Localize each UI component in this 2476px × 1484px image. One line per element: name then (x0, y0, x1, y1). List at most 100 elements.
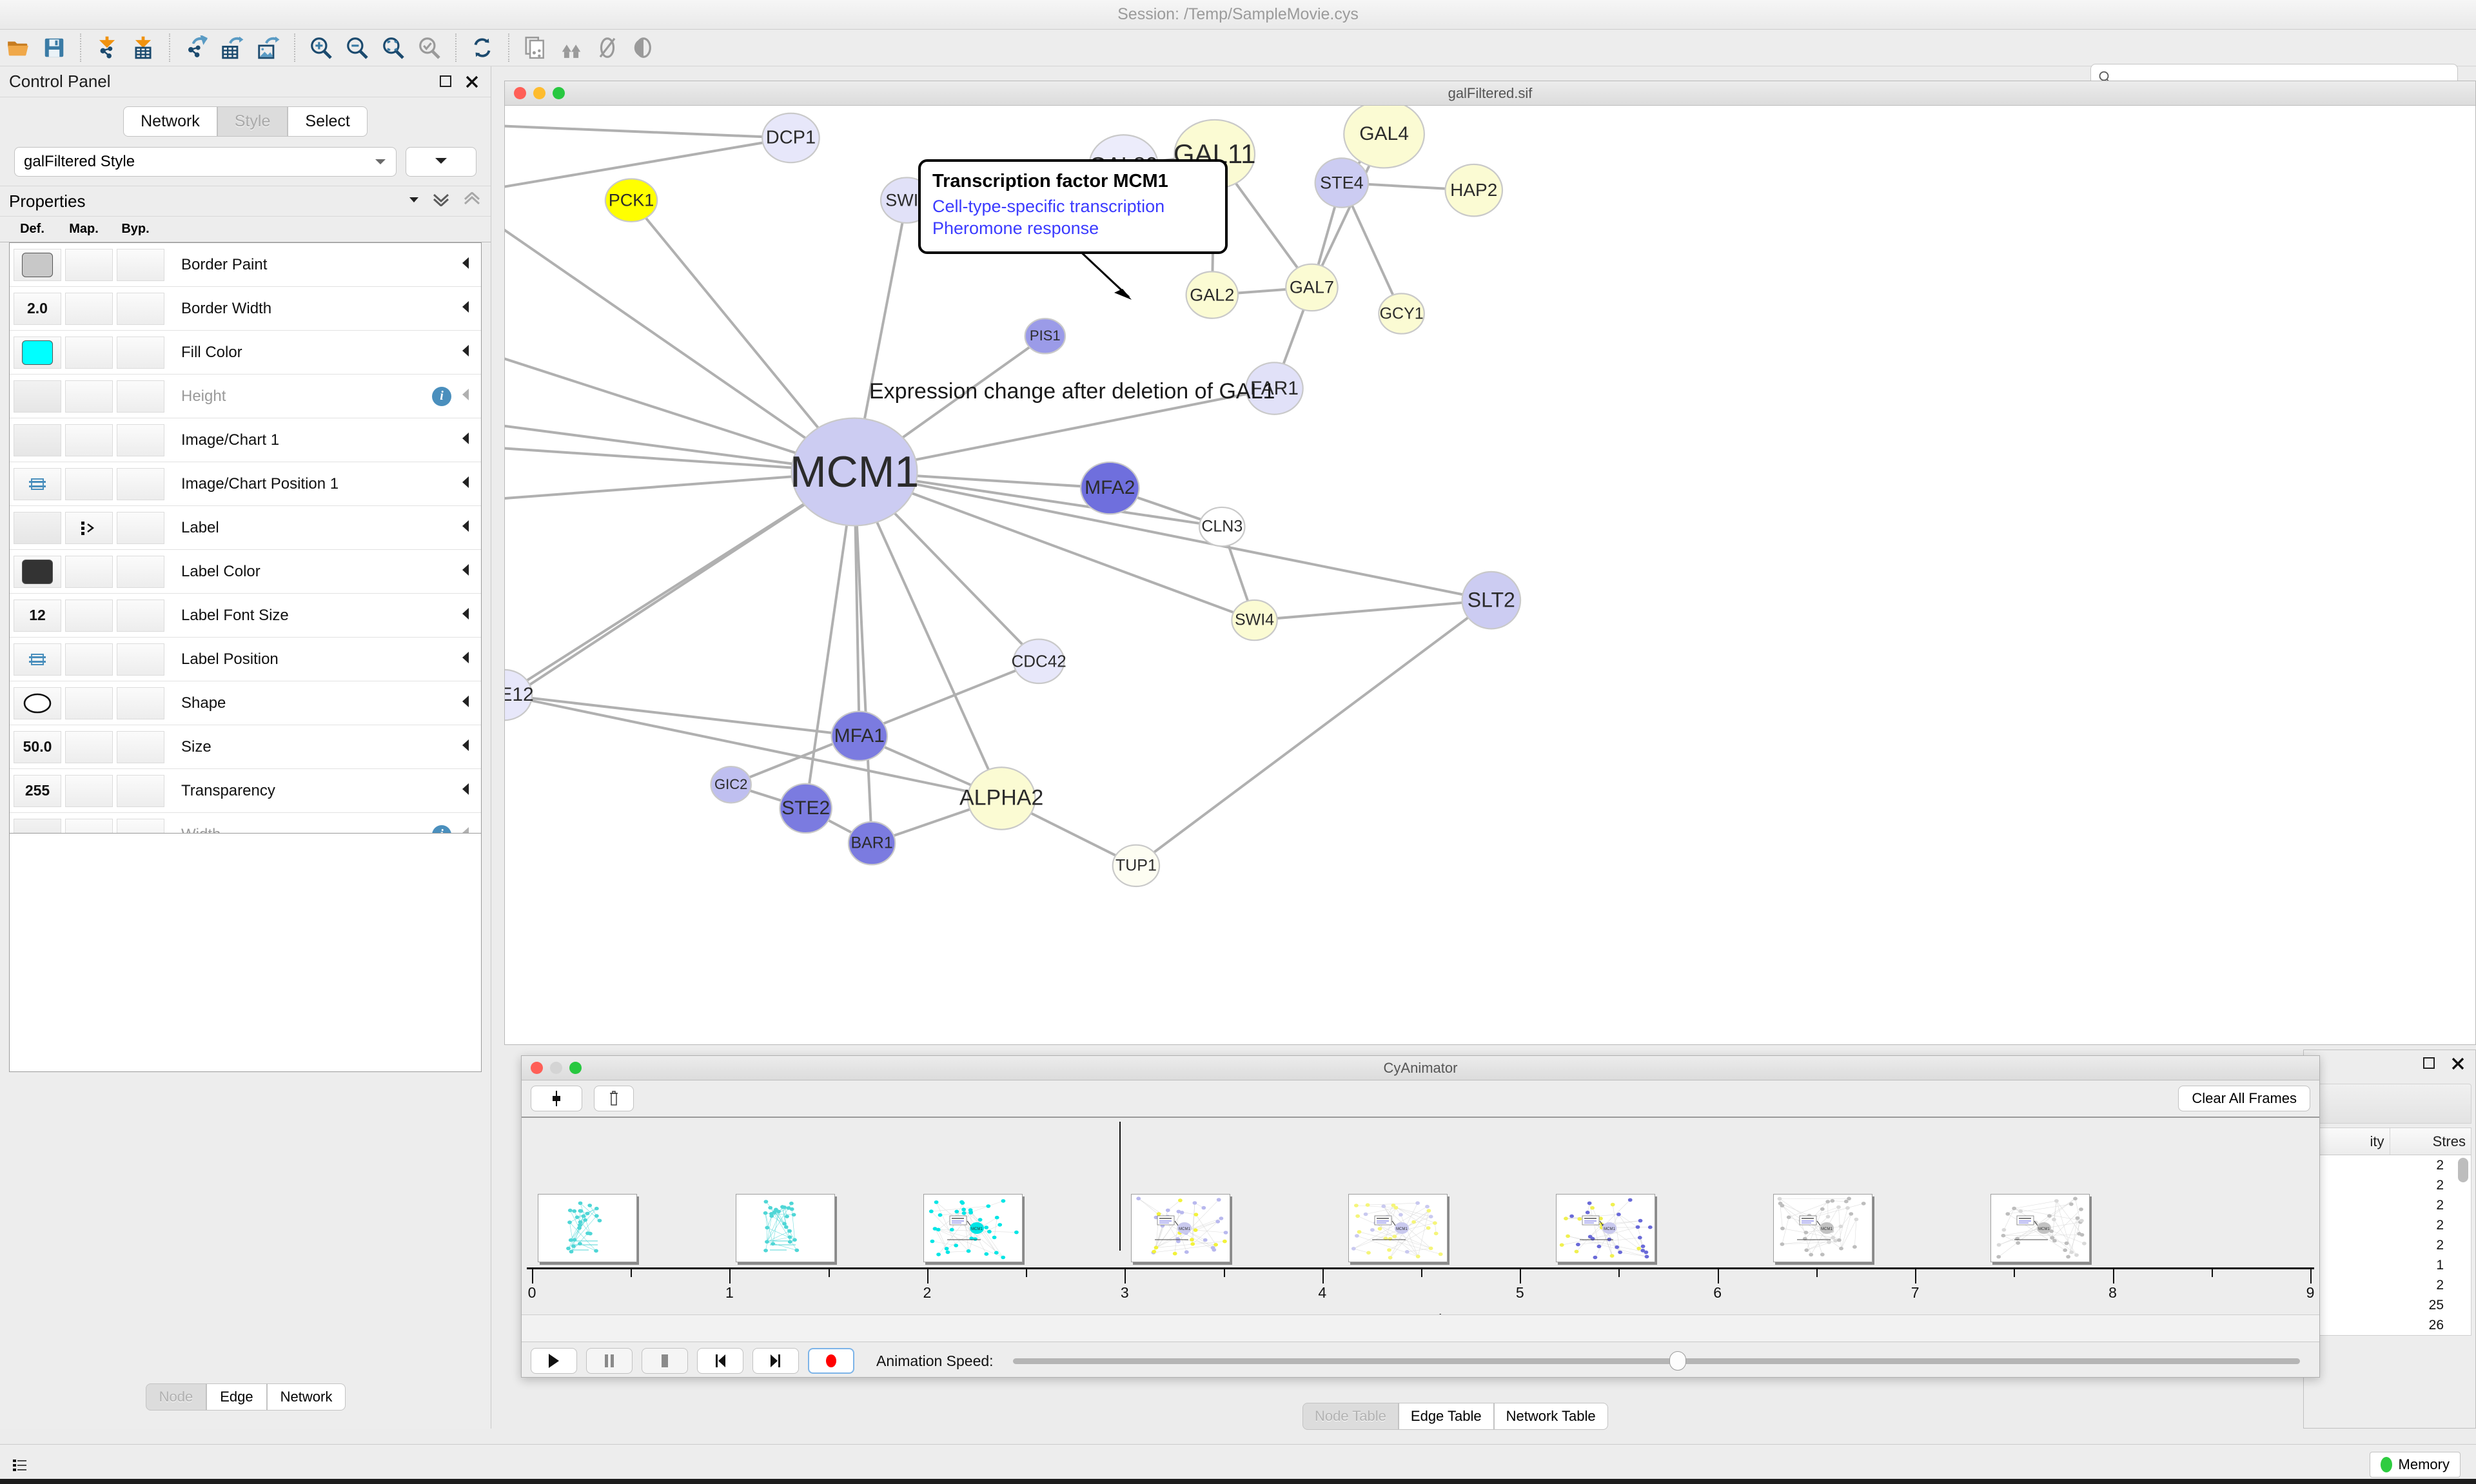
network-node[interactable] (761, 112, 820, 164)
table-row[interactable]: 2 (2436, 1177, 2444, 1193)
property-mapping-cell[interactable] (65, 336, 113, 369)
network-node[interactable] (1314, 157, 1370, 208)
add-frame-button[interactable] (531, 1086, 582, 1111)
maximize-window-button[interactable] (569, 1062, 582, 1074)
network-node[interactable] (1199, 506, 1246, 547)
keyframe-thumbnail[interactable] (538, 1194, 638, 1262)
import-network-icon[interactable] (89, 31, 125, 64)
property-row[interactable]: Fill Color (10, 331, 481, 375)
property-mapping-cell[interactable] (65, 380, 113, 413)
slider-handle[interactable] (1669, 1351, 1686, 1371)
property-bypass-cell[interactable] (117, 336, 164, 369)
clear-all-frames-button[interactable]: Clear All Frames (2178, 1086, 2310, 1111)
column-header-stress[interactable]: Stres (2432, 1133, 2466, 1149)
table-row[interactable]: 26 (2428, 1317, 2444, 1333)
timeline-playhead[interactable] (1119, 1122, 1121, 1251)
property-bypass-cell[interactable] (117, 818, 164, 833)
expand-property-icon[interactable] (460, 563, 471, 581)
network-edge[interactable] (1254, 599, 1491, 622)
minimize-window-button[interactable] (550, 1062, 562, 1074)
property-mapping-cell[interactable] (65, 424, 113, 456)
network-node[interactable] (1012, 638, 1065, 685)
property-row[interactable]: Shape (10, 681, 481, 725)
properties-menu-icon[interactable] (408, 195, 420, 207)
property-mapping-cell[interactable] (65, 292, 113, 325)
table-row[interactable]: 2 (2436, 1277, 2444, 1293)
network-node[interactable] (710, 765, 752, 804)
animation-speed-slider[interactable] (1012, 1351, 2300, 1371)
property-bypass-cell[interactable] (117, 730, 164, 763)
property-default-cell[interactable] (14, 467, 61, 500)
vertical-scrollbar[interactable] (2458, 1158, 2468, 1182)
property-bypass-cell[interactable] (117, 511, 164, 544)
network-node[interactable] (1378, 293, 1425, 335)
close-window-button[interactable] (514, 87, 526, 99)
record-button[interactable] (808, 1348, 854, 1374)
network-edge[interactable] (505, 413, 855, 474)
network-edge[interactable] (505, 471, 855, 519)
network-edge[interactable] (853, 471, 874, 844)
network-edge[interactable] (505, 119, 791, 139)
minimize-window-button[interactable] (533, 87, 545, 99)
tab-select[interactable]: Select (288, 106, 368, 137)
network-edge[interactable] (854, 471, 1255, 621)
property-bypass-cell[interactable] (117, 555, 164, 588)
table-row[interactable]: 2 (2436, 1197, 2444, 1213)
cyanimator-timeline[interactable]: MCM1 MCM1 MCM1 MCM1 MCM1 MCM1 0 1 2 3 4 5 6 7 8 9 Seco… (522, 1118, 2319, 1315)
close-icon[interactable] (2451, 1057, 2465, 1074)
hide-selected-icon[interactable] (589, 31, 625, 64)
tab-style[interactable]: Style (217, 106, 288, 137)
play-button[interactable] (531, 1348, 577, 1374)
property-row[interactable]: 50.0 Size (10, 725, 481, 769)
network-edge[interactable] (505, 694, 860, 737)
property-bypass-cell[interactable] (117, 467, 164, 500)
column-header-centrality[interactable]: ity (2308, 1128, 2390, 1155)
collapse-all-icon[interactable] (462, 191, 482, 210)
style-options-button[interactable] (406, 147, 477, 177)
property-default-cell[interactable] (14, 818, 61, 833)
property-mapping-cell[interactable] (65, 643, 113, 676)
network-edge[interactable] (730, 659, 1039, 786)
float-panel-icon[interactable] (2422, 1057, 2437, 1074)
network-edge[interactable] (854, 471, 1492, 602)
property-default-cell[interactable]: 12 (14, 599, 61, 632)
property-row[interactable]: 2.0 Border Width (10, 287, 481, 331)
network-node[interactable] (847, 821, 896, 866)
network-node[interactable] (791, 417, 918, 527)
next-frame-button[interactable] (752, 1348, 799, 1374)
keyframe-thumbnail[interactable]: MCM1 (1990, 1194, 2090, 1262)
property-row[interactable]: Image/Chart Position 1 (10, 462, 481, 506)
new-network-icon[interactable] (517, 31, 553, 64)
network-node[interactable] (1444, 163, 1504, 217)
property-bypass-cell[interactable] (117, 643, 164, 676)
info-icon[interactable]: i (432, 386, 451, 406)
table-row[interactable]: 2 (2436, 1237, 2444, 1253)
previous-frame-button[interactable] (697, 1348, 743, 1374)
property-row[interactable]: 255 Transparency (10, 769, 481, 813)
network-canvas[interactable]: RPS28BDCP1RPS28ADMC1PCK1SWI5GAL80GAL11GA… (505, 106, 2475, 1044)
tab-node-table[interactable]: Node Table (1302, 1403, 1399, 1430)
expand-property-icon[interactable] (460, 782, 471, 800)
network-node[interactable] (1343, 106, 1425, 169)
property-row[interactable]: Height i (10, 375, 481, 418)
property-bypass-cell[interactable] (117, 248, 164, 281)
expand-property-icon[interactable] (460, 826, 471, 833)
export-network-icon[interactable] (178, 31, 214, 64)
network-edge[interactable] (854, 387, 1275, 473)
network-edge[interactable] (505, 195, 856, 473)
property-bypass-cell[interactable] (117, 687, 164, 719)
import-table-icon[interactable] (125, 31, 161, 64)
expand-property-icon[interactable] (460, 475, 471, 493)
property-row[interactable]: Border Paint (10, 243, 481, 287)
network-node[interactable] (1024, 318, 1066, 355)
tab-edge-table[interactable]: Edge Table (1398, 1403, 1494, 1430)
property-default-cell[interactable]: 50.0 (14, 730, 61, 763)
property-bypass-cell[interactable] (117, 292, 164, 325)
keyframe-thumbnail[interactable]: MCM1 (1773, 1194, 1872, 1262)
property-bypass-cell[interactable] (117, 380, 164, 413)
property-bypass-cell[interactable] (117, 424, 164, 456)
property-row[interactable]: Image/Chart 1 (10, 418, 481, 462)
keyframe-thumbnail[interactable]: MCM1 (923, 1194, 1023, 1262)
float-panel-icon[interactable] (437, 72, 456, 92)
property-default-cell[interactable] (14, 336, 61, 369)
